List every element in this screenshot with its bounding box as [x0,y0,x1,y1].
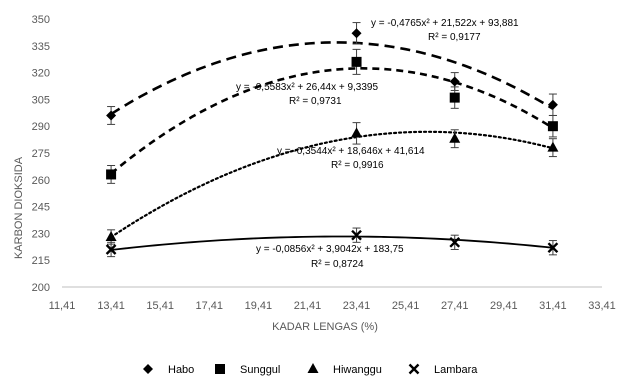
trendline-lambara [110,235,554,251]
y-tick-label: 350 [32,14,50,26]
data-point-sunggul [547,121,558,132]
trend-equation-lambara: y = -0,0856x² + 3,9042x + 183,75 [256,244,404,255]
data-point-hiwanggu [351,127,363,138]
y-tick-label: 320 [32,68,50,80]
y-tick-label: 215 [32,255,50,267]
y-tick-label: 230 [32,228,50,240]
trend-equation-hiwanggu: y = -0,3544x² + 18,646x + 41,614 [277,146,425,157]
y-tick-label: 245 [32,202,50,214]
trend-equation-sunggul: y = -0,5583x² + 26,44x + 9,3395 [236,82,378,93]
trendline-habo [110,41,554,116]
x-tick-label: 11,41 [49,300,76,312]
trendlines [109,41,555,251]
data-point-hiwanggu [105,230,117,241]
legend-label-lambara: Lambara [434,364,478,376]
equation-labels: y = -0,4765x² + 21,522x + 93,881 R² = 0,9… [236,18,519,270]
trendline-sunggul [110,67,554,175]
legend-label-habo: Habo [168,364,194,376]
x-axis-title: KADAR LENGAS (%) [272,321,378,333]
data-point-lambara [449,236,461,248]
x-tick-label: 23,41 [343,300,371,312]
y-tick-label: 335 [32,41,50,53]
r-squared-habo: R² = 0,9177 [428,32,481,43]
x-tick-label: 25,41 [392,300,420,312]
r-squared-lambara: R² = 0,8724 [311,259,364,270]
x-tick-label: 15,41 [146,300,174,312]
y-tick-label: 305 [32,94,50,106]
x-tick-label: 17,41 [196,300,224,312]
r-squared-hiwanggu: R² = 0,9916 [331,160,384,171]
data-point-habo [547,99,558,110]
x-tick-label: 29,41 [490,300,518,312]
data-point-habo [351,28,362,39]
data-point-lambara [351,229,362,241]
data-point-lambara [547,242,559,254]
legend-marker-hiwanggu [307,363,319,373]
data-point-sunggul [106,169,117,180]
legend-marker-sunggul [215,364,225,374]
y-tick-label: 275 [32,148,50,160]
r-squared-sunggul: R² = 0,9731 [289,96,342,107]
legend-marker-lambara [408,363,420,375]
x-tick-label: 21,41 [294,300,322,312]
legend-label-hiwanggu: Hiwanggu [333,364,382,376]
x-tick-label: 27,41 [441,300,469,312]
data-point-sunggul [351,56,362,67]
legend: Habo Sunggul Hiwanggu Lambara [143,363,478,376]
error-bars [107,22,557,258]
y-tick-label: 290 [32,121,50,133]
data-point-habo [106,110,117,121]
data-markers [105,28,559,255]
x-tick-label: 33,41 [588,300,616,312]
trend-equation-habo: y = -0,4765x² + 21,522x + 93,881 [371,18,519,29]
data-point-hiwanggu [449,132,461,143]
y-axis-title: KARBON DIOKSIDA [13,156,25,259]
x-tick-label: 31,41 [539,300,567,312]
y-tick-label: 260 [32,175,50,187]
trendline-hiwanggu [109,130,555,239]
x-tick-label: 19,41 [245,300,273,312]
data-point-hiwanggu [547,141,559,152]
legend-marker-habo [143,364,153,374]
legend-label-sunggul: Sunggul [240,364,280,376]
data-point-lambara [105,244,117,255]
tick-labels: 200 215 230 245 260 275 290 305 320 335 350 11,41 13… [32,14,616,312]
x-tick-label: 13,41 [97,300,125,312]
data-point-sunggul [449,92,460,103]
data-point-habo [449,76,460,87]
y-tick-label: 200 [32,282,50,294]
